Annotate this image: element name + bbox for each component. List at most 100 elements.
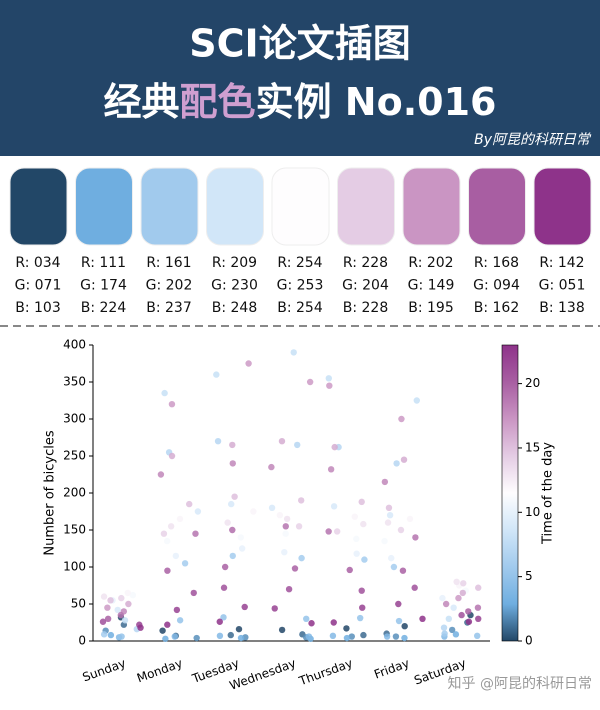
- point: [237, 634, 245, 642]
- swatch: [140, 167, 199, 246]
- point: [245, 360, 252, 367]
- point: [386, 512, 394, 519]
- rgb-label: G: 174: [80, 278, 127, 294]
- point: [413, 397, 420, 404]
- point: [303, 615, 310, 622]
- point: [291, 565, 299, 572]
- point: [100, 631, 108, 638]
- point: [129, 591, 137, 599]
- point: [107, 597, 114, 604]
- point: [360, 631, 367, 639]
- point: [412, 534, 419, 541]
- point: [213, 371, 220, 378]
- rgb-label: R: 142: [539, 255, 584, 271]
- point: [176, 617, 184, 624]
- point: [231, 493, 238, 500]
- point: [441, 630, 448, 637]
- header-subtitle: 经典配色实例 No.016: [104, 80, 497, 124]
- y-tick-label: 200: [63, 486, 86, 500]
- point: [124, 589, 131, 597]
- point: [330, 619, 337, 626]
- rgb-label: B: 254: [277, 300, 323, 316]
- rgb-label: R: 161: [146, 255, 191, 271]
- x-tick-label: Thursday: [296, 656, 354, 689]
- point: [104, 615, 112, 622]
- point: [220, 614, 227, 621]
- swatch: [402, 167, 461, 246]
- rgb-label: R: 168: [474, 255, 519, 271]
- point: [360, 520, 367, 528]
- point: [465, 618, 473, 625]
- point: [114, 606, 121, 614]
- point: [238, 545, 246, 552]
- point: [358, 587, 365, 594]
- rgb-label: B: 195: [408, 300, 454, 316]
- point: [330, 503, 338, 510]
- point: [327, 466, 335, 473]
- point: [172, 552, 180, 560]
- watermark: 知乎 @阿昆的科研日常: [448, 675, 592, 692]
- rgb-label: B: 228: [343, 300, 389, 316]
- rgb-label: G: 149: [408, 278, 455, 294]
- point: [285, 586, 293, 593]
- point: [298, 554, 305, 562]
- rgb-label: G: 071: [15, 278, 62, 294]
- point: [395, 600, 402, 608]
- point: [325, 528, 332, 535]
- x-tick-label: Monday: [135, 656, 184, 685]
- point: [229, 552, 236, 560]
- point: [297, 497, 305, 504]
- point: [118, 594, 125, 602]
- point: [329, 632, 337, 640]
- point: [351, 513, 358, 520]
- rgb-label: R: 228: [343, 255, 388, 271]
- point: [161, 389, 168, 397]
- y-tick-label: 100: [63, 560, 86, 574]
- point: [400, 456, 408, 463]
- point: [445, 615, 453, 622]
- point: [229, 526, 236, 534]
- point: [333, 528, 341, 535]
- point: [282, 523, 289, 530]
- point: [268, 504, 276, 511]
- point: [390, 563, 398, 571]
- swatch: [337, 167, 395, 246]
- y-tick-label: 250: [63, 449, 86, 463]
- point: [224, 519, 231, 526]
- point: [176, 515, 184, 523]
- point: [465, 608, 472, 615]
- point: [171, 633, 178, 640]
- point: [383, 633, 391, 640]
- point: [448, 626, 456, 634]
- point: [450, 604, 457, 611]
- point: [440, 624, 448, 631]
- point: [460, 580, 467, 587]
- point: [235, 625, 243, 633]
- point: [167, 523, 175, 530]
- colorbar-label: Time of the day: [541, 442, 556, 545]
- rgb-label: R: 202: [408, 255, 453, 271]
- y-axis-label: Number of bicycles: [43, 430, 58, 555]
- point: [325, 375, 332, 382]
- point: [163, 537, 171, 545]
- point: [216, 632, 224, 640]
- point: [397, 526, 405, 534]
- rgb-label: G: 253: [277, 278, 324, 294]
- point: [278, 438, 286, 445]
- point: [118, 633, 125, 640]
- point: [281, 549, 288, 556]
- point: [294, 441, 301, 449]
- rgb-label: B: 224: [81, 300, 127, 316]
- point: [343, 625, 350, 632]
- point: [453, 578, 460, 585]
- rgb-label: G: 094: [473, 278, 520, 294]
- point: [381, 537, 388, 545]
- signature: By阿昆的科研日常: [474, 132, 592, 148]
- point: [216, 618, 223, 625]
- point: [346, 566, 353, 574]
- point: [283, 515, 291, 523]
- point: [326, 382, 333, 389]
- point: [392, 633, 400, 640]
- rgb-label: B: 237: [146, 300, 192, 316]
